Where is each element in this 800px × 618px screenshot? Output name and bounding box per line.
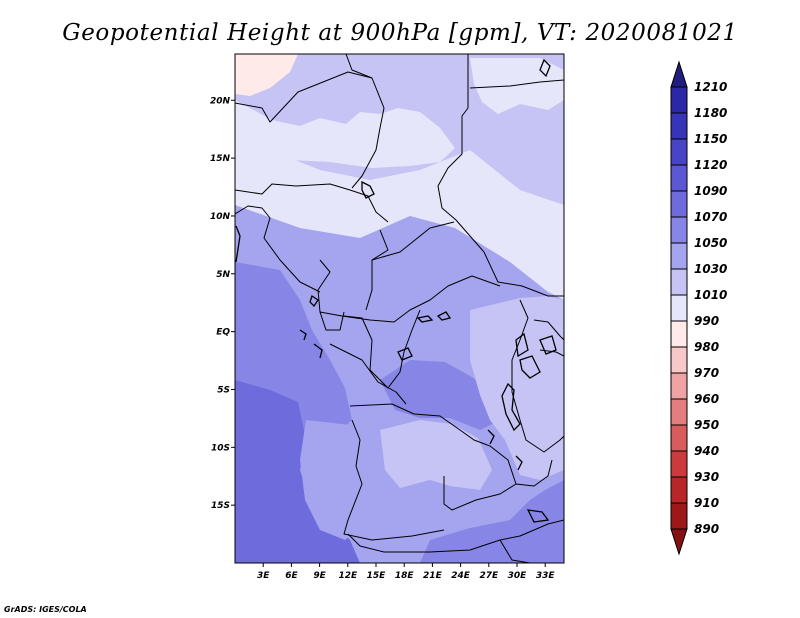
- colorbar-swatch: [670, 450, 688, 478]
- x-tick-label: 21E: [423, 571, 443, 581]
- colorbar-label: 960: [694, 392, 719, 406]
- x-tick-label: 3E: [257, 571, 270, 581]
- region-kalahari-north: [380, 420, 492, 490]
- colorbar-label: 1210: [694, 80, 727, 94]
- x-axis: 3E 6E 9E 12E 15E 18E 21E 24E 27E 30E 33E: [257, 563, 555, 581]
- y-axis: 20N 15N 10N 5N EQ 5S 10S 15S: [210, 96, 235, 511]
- colorbar-swatch: [670, 164, 688, 192]
- region-mozambique-channel: [420, 480, 564, 563]
- colorbar-swatch: [670, 294, 688, 322]
- x-tick-label: 15E: [367, 571, 387, 581]
- region-sahara-north-blob: [470, 58, 564, 114]
- y-tick-label: 5S: [217, 385, 230, 395]
- colorbar-label: 1030: [694, 262, 727, 276]
- colorbar: 1210 1180 1150 1120 1090 1070 1050 1030 1010 990 9…: [670, 60, 727, 556]
- colorbar-swatch: [670, 138, 688, 166]
- colorbar-swatch: [670, 346, 688, 374]
- colorbar-arrow-bottom: [670, 528, 688, 556]
- colorbar-arrow-top: [670, 60, 688, 88]
- colorbar-swatch: [670, 242, 688, 270]
- colorbar-swatch: [670, 112, 688, 140]
- region-northwest-corner: [235, 54, 298, 96]
- region-south-atlantic-core: [235, 470, 330, 563]
- x-tick-label: 27E: [479, 571, 499, 581]
- x-tick-label: 6E: [285, 571, 298, 581]
- colorbar-swatch: [670, 398, 688, 426]
- colorbar-label: 1010: [694, 288, 727, 302]
- x-tick-label: 30E: [508, 571, 528, 581]
- colorbar-label: 1150: [694, 132, 727, 146]
- chart-title: Geopotential Height at 900hPa [gpm], VT:…: [62, 20, 738, 46]
- colorbar-label: 1120: [694, 158, 727, 172]
- map-area: [235, 54, 564, 563]
- colorbar-label: 980: [694, 340, 719, 354]
- y-tick-label: 20N: [210, 96, 231, 106]
- y-tick-label: EQ: [216, 328, 230, 338]
- y-tick-label: 10S: [211, 443, 230, 453]
- colorbar-label: 910: [694, 496, 719, 510]
- colorbar-swatch: [670, 268, 688, 296]
- country-borders: [235, 54, 564, 563]
- colorbar-swatch: [670, 372, 688, 400]
- map-frame: [234, 53, 565, 564]
- colorbar-label: 1070: [694, 210, 727, 224]
- region-angola-plateau: [300, 420, 380, 540]
- colorbar-label: 950: [694, 418, 719, 432]
- colorbar-label: 990: [694, 314, 719, 328]
- lakes-and-coast: [235, 58, 557, 523]
- colorbar-swatch: [670, 190, 688, 218]
- colorbar-label: 890: [694, 522, 719, 536]
- x-tick-label: 33E: [536, 571, 556, 581]
- colorbar-label: 940: [694, 444, 719, 458]
- colorbar-swatch: [670, 476, 688, 504]
- x-tick-label: 18E: [395, 571, 415, 581]
- colorbar-swatch: [670, 424, 688, 452]
- colorbar-label: 970: [694, 366, 719, 380]
- colorbar-label: 1050: [694, 236, 727, 250]
- x-tick-label: 12E: [338, 571, 358, 581]
- y-tick-label: 15N: [210, 154, 231, 164]
- colorbar-label: 1180: [694, 106, 727, 120]
- y-tick-label: 10N: [210, 212, 231, 222]
- colorbar-swatch: [670, 320, 688, 348]
- x-tick-label: 9E: [313, 571, 326, 581]
- colorbar-swatch: [670, 502, 688, 530]
- footer-credit: GrADS: IGES/COLA: [4, 605, 87, 614]
- y-tick-label: 5N: [216, 270, 230, 280]
- colorbar-swatch: [670, 216, 688, 244]
- region-sahara-west-blob: [235, 100, 455, 170]
- colorbar-label: 1090: [694, 184, 727, 198]
- x-tick-label: 24E: [451, 571, 471, 581]
- colorbar-label: 930: [694, 470, 719, 484]
- colorbar-swatch: [670, 86, 688, 114]
- y-tick-label: 15S: [211, 501, 230, 511]
